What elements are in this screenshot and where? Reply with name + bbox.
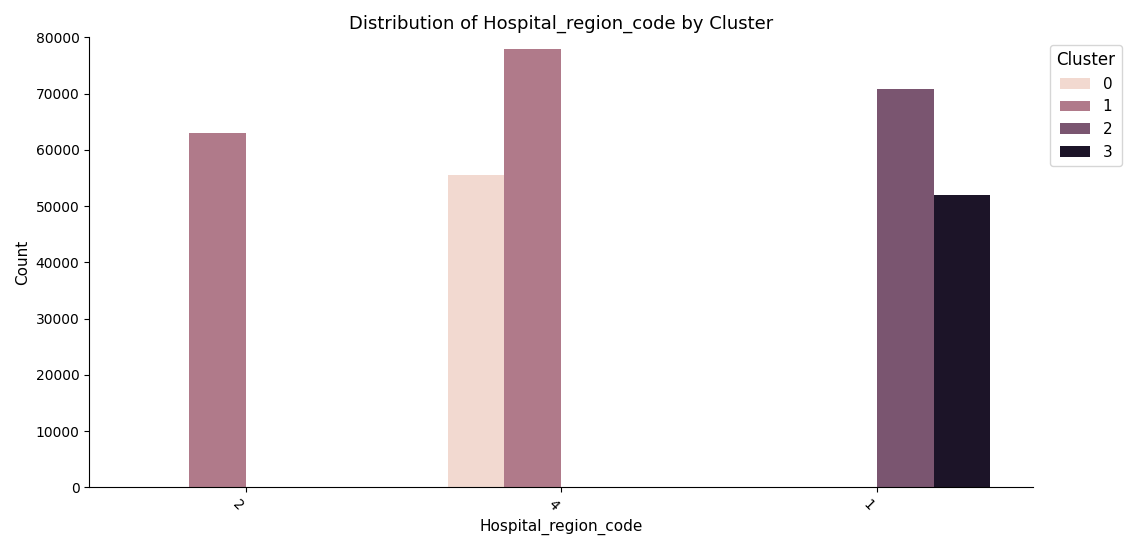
Y-axis label: Count: Count — [15, 240, 30, 285]
Bar — [504, 48, 561, 487]
Bar — [189, 133, 245, 487]
Bar — [448, 175, 504, 487]
X-axis label: Hospital_region_code: Hospital_region_code — [479, 519, 643, 535]
Title: Distribution of Hospital_region_code by Cluster: Distribution of Hospital_region_code by … — [349, 15, 774, 33]
Legend: 0, 1, 2, 3: 0, 1, 2, 3 — [1051, 45, 1121, 166]
Bar — [934, 195, 991, 487]
Bar — [877, 89, 934, 487]
